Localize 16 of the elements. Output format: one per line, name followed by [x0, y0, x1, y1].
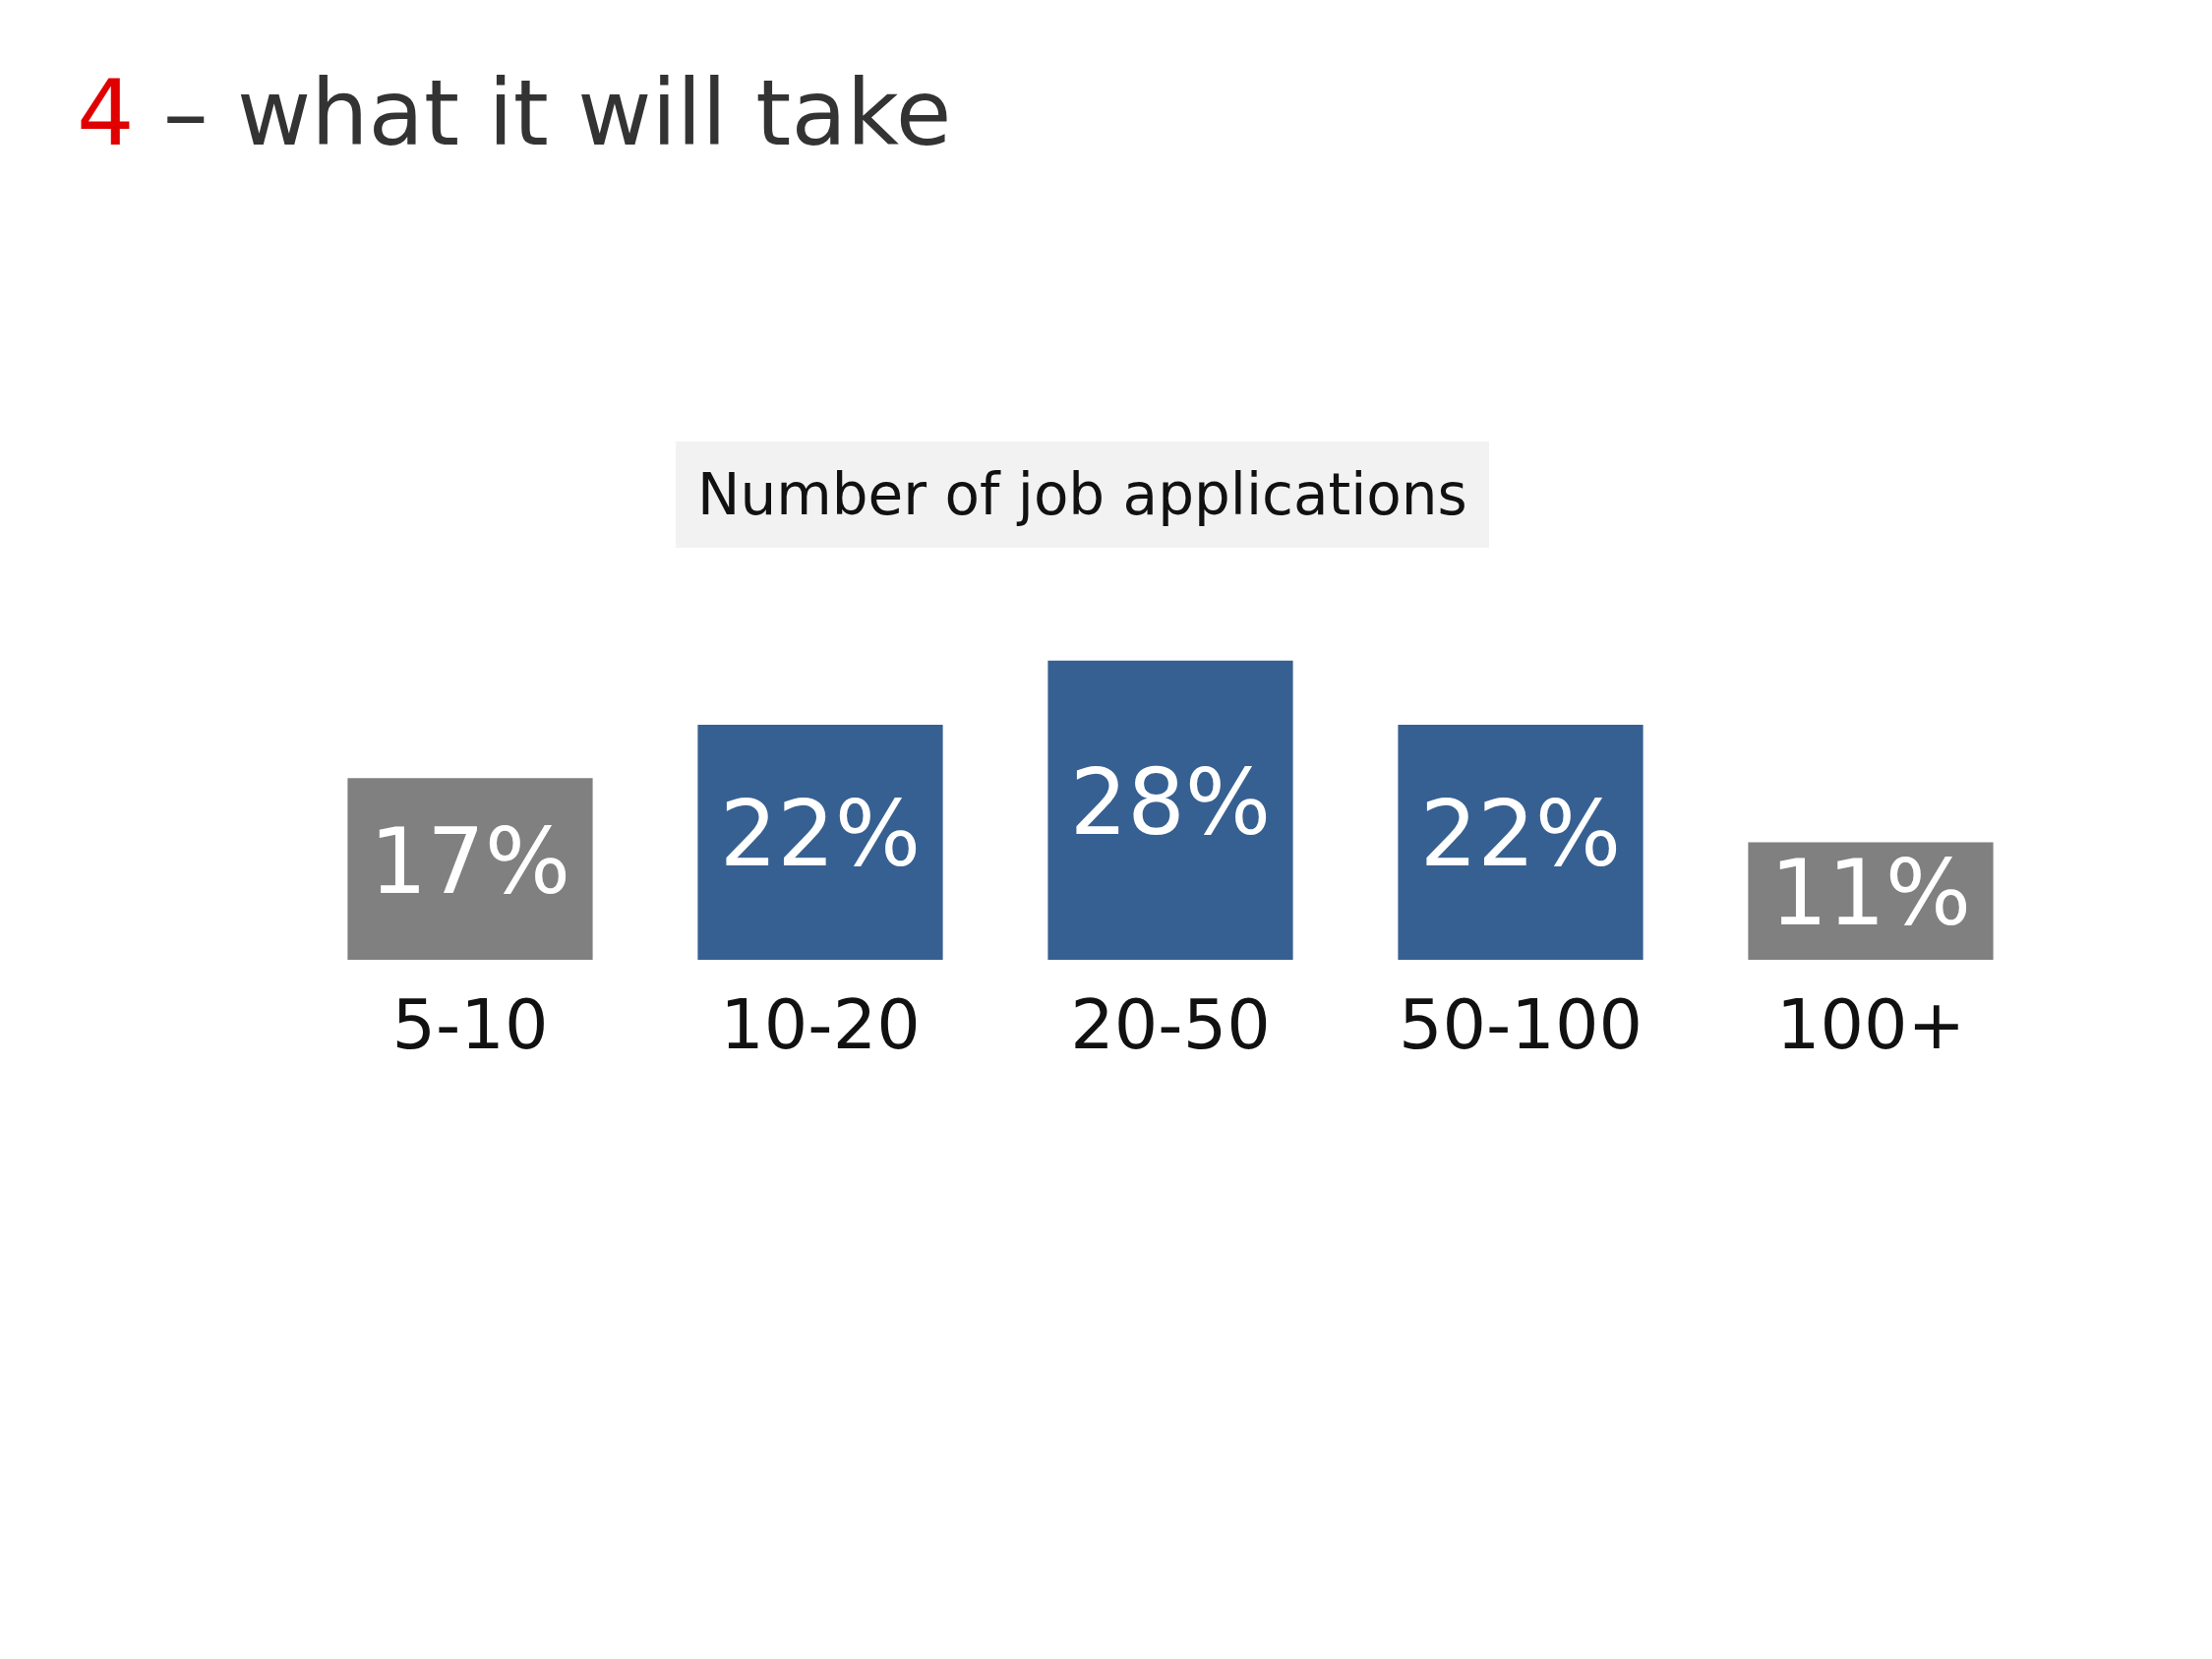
x-tick-label: 50-100 [1399, 984, 1643, 1066]
bar [1047, 660, 1293, 960]
x-tick-label: 5-10 [391, 984, 549, 1066]
x-tick-label: 100+ [1775, 984, 1966, 1066]
data-label: 11% [1769, 841, 1972, 947]
chart-subtitle: Number of job applications [676, 442, 1489, 548]
bar [697, 724, 943, 960]
bar [347, 778, 593, 960]
data-label: 22% [1419, 782, 1622, 888]
data-label: 28% [1069, 749, 1272, 856]
x-tick-label: 10-20 [720, 984, 921, 1066]
bar [1398, 724, 1644, 960]
chart-title: 4 – what it will take [77, 61, 952, 166]
x-tick-label: 20-50 [1070, 984, 1271, 1066]
data-label: 22% [719, 782, 922, 888]
data-label: 17% [369, 808, 571, 915]
